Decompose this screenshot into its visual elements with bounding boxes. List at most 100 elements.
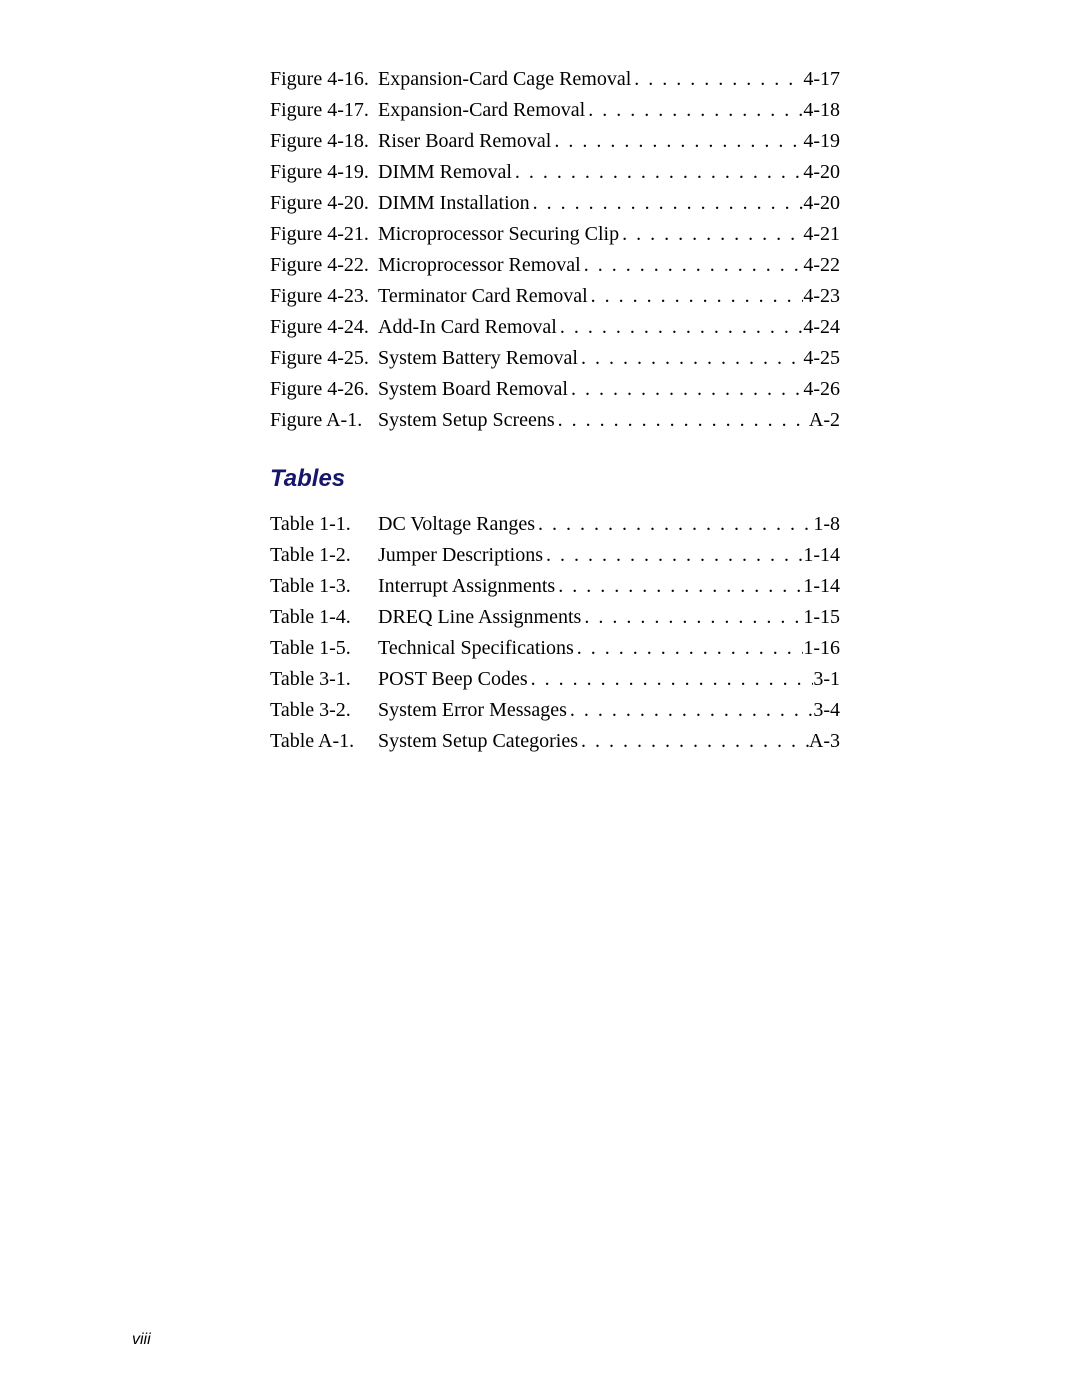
- toc-entry-title: System Battery Removal: [378, 343, 578, 373]
- toc-entry-label: Table 1-4.: [270, 602, 378, 632]
- toc-entry-page: 4-20: [803, 188, 840, 218]
- toc-entry-title: POST Beep Codes: [378, 664, 528, 694]
- toc-entry-label: Figure 4-19.: [270, 157, 378, 187]
- toc-entry-label: Table 3-1.: [270, 664, 378, 694]
- toc-entry: Table A-1.System Setup Categories A-3: [270, 726, 840, 756]
- toc-entry: Figure 4-17.Expansion-Card Removal 4-18: [270, 95, 840, 125]
- toc-dot-leader: [585, 95, 803, 125]
- toc-entry: Table 3-1.POST Beep Codes 3-1: [270, 664, 840, 694]
- toc-entry-label: Figure 4-24.: [270, 312, 378, 342]
- toc-dot-leader: [581, 602, 803, 632]
- toc-entry-title: Microprocessor Removal: [378, 250, 581, 280]
- toc-entry: Figure 4-26.System Board Removal 4-26: [270, 374, 840, 404]
- toc-entry-page: 1-15: [803, 602, 840, 632]
- toc-entry-title: Riser Board Removal: [378, 126, 551, 156]
- toc-dot-leader: [631, 64, 803, 94]
- toc-entry: Table 1-5.Technical Specifications 1-16: [270, 633, 840, 663]
- toc-entry: Figure 4-18.Riser Board Removal 4-19: [270, 126, 840, 156]
- toc-entry-label: Figure 4-22.: [270, 250, 378, 280]
- toc-entry-page: 3-1: [813, 664, 840, 694]
- toc-entry-page: 4-17: [803, 64, 840, 94]
- toc-entry-page: 1-14: [803, 540, 840, 570]
- toc-entry-page: 4-19: [803, 126, 840, 156]
- toc-entry: Table 1-3.Interrupt Assignments 1-14: [270, 571, 840, 601]
- toc-dot-leader: [555, 405, 809, 435]
- toc-entry-label: Figure 4-23.: [270, 281, 378, 311]
- toc-dot-leader: [568, 374, 803, 404]
- toc-dot-leader: [528, 664, 814, 694]
- toc-entry-title: Expansion-Card Cage Removal: [378, 64, 631, 94]
- toc-entry-page: 3-4: [813, 695, 840, 725]
- toc-dot-leader: [555, 571, 803, 601]
- toc-entry: Figure 4-20.DIMM Installation 4-20: [270, 188, 840, 218]
- toc-entry: Figure 4-16.Expansion-Card Cage Removal 4…: [270, 64, 840, 94]
- toc-entry: Figure 4-24.Add-In Card Removal 4-24: [270, 312, 840, 342]
- toc-entry-label: Figure A-1.: [270, 405, 378, 435]
- toc-dot-leader: [581, 250, 804, 280]
- toc-entry-page: 4-26: [803, 374, 840, 404]
- toc-dot-leader: [530, 188, 804, 218]
- toc-dot-leader: [535, 509, 813, 539]
- toc-entry-title: Interrupt Assignments: [378, 571, 555, 601]
- toc-dot-leader: [567, 695, 813, 725]
- toc-dot-leader: [574, 633, 804, 663]
- toc-entry-page: 1-16: [803, 633, 840, 663]
- toc-entry-label: Table 1-5.: [270, 633, 378, 663]
- toc-entry-page: 4-21: [803, 219, 840, 249]
- toc-entry-title: DIMM Installation: [378, 188, 530, 218]
- toc-entry-page: 4-23: [803, 281, 840, 311]
- toc-entry-label: Table A-1.: [270, 726, 378, 756]
- toc-entry: Figure 4-22.Microprocessor Removal 4-22: [270, 250, 840, 280]
- toc-entry-page: 4-20: [803, 157, 840, 187]
- toc-entry-title: Add-In Card Removal: [378, 312, 557, 342]
- toc-entry-title: Technical Specifications: [378, 633, 574, 663]
- toc-entry: Figure 4-21.Microprocessor Securing Clip…: [270, 219, 840, 249]
- toc-section-list: Figure 4-16.Expansion-Card Cage Removal 4…: [270, 64, 840, 756]
- toc-entry-label: Figure 4-20.: [270, 188, 378, 218]
- toc-entry-label: Figure 4-25.: [270, 343, 378, 373]
- toc-entry-label: Figure 4-26.: [270, 374, 378, 404]
- toc-dot-leader: [578, 726, 809, 756]
- toc-entry: Table 1-2.Jumper Descriptions1-14: [270, 540, 840, 570]
- toc-entry-page: 4-18: [803, 95, 840, 125]
- toc-entry-title: DREQ Line Assignments: [378, 602, 581, 632]
- toc-entry: Figure 4-23.Terminator Card Removal4-23: [270, 281, 840, 311]
- toc-entry-page: 1-8: [813, 509, 840, 539]
- toc-entry-title: System Setup Screens: [378, 405, 555, 435]
- toc-entry-title: DIMM Removal: [378, 157, 512, 187]
- toc-entry-page: 4-22: [803, 250, 840, 280]
- section-heading: Tables: [270, 465, 840, 493]
- toc-entry-title: System Board Removal: [378, 374, 568, 404]
- toc-entry: Table 1-1.DC Voltage Ranges 1-8: [270, 509, 840, 539]
- toc-entry-page: A-3: [809, 726, 840, 756]
- toc-entry-title: System Setup Categories: [378, 726, 578, 756]
- toc-dot-leader: [588, 281, 804, 311]
- toc-entry: Figure 4-25.System Battery Removal 4-25: [270, 343, 840, 373]
- document-page: Figure 4-16.Expansion-Card Cage Removal 4…: [0, 0, 1080, 756]
- toc-entry-label: Figure 4-18.: [270, 126, 378, 156]
- toc-entry: Figure A-1.System Setup Screens A-2: [270, 405, 840, 435]
- toc-entry-title: Microprocessor Securing Clip: [378, 219, 619, 249]
- toc-dot-leader: [619, 219, 803, 249]
- toc-entry: Table 1-4.DREQ Line Assignments 1-15: [270, 602, 840, 632]
- toc-entry-label: Table 1-1.: [270, 509, 378, 539]
- toc-entry: Table 3-2.System Error Messages 3-4: [270, 695, 840, 725]
- toc-entry-label: Figure 4-16.: [270, 64, 378, 94]
- toc-entry-label: Table 1-3.: [270, 571, 378, 601]
- toc-dot-leader: [557, 312, 803, 342]
- toc-entry-page: 1-14: [803, 571, 840, 601]
- toc-entry-page: 4-24: [803, 312, 840, 342]
- toc-entry-label: Table 3-2.: [270, 695, 378, 725]
- toc-entry-label: Figure 4-17.: [270, 95, 378, 125]
- toc-entry-label: Figure 4-21.: [270, 219, 378, 249]
- toc-dot-leader: [551, 126, 803, 156]
- toc-entry-page: 4-25: [803, 343, 840, 373]
- toc-dot-leader: [543, 540, 803, 570]
- toc-entry-title: DC Voltage Ranges: [378, 509, 535, 539]
- toc-entry: Figure 4-19.DIMM Removal 4-20: [270, 157, 840, 187]
- toc-dot-leader: [512, 157, 803, 187]
- toc-entry-title: Jumper Descriptions: [378, 540, 543, 570]
- toc-entry-title: System Error Messages: [378, 695, 567, 725]
- toc-entry-title: Expansion-Card Removal: [378, 95, 585, 125]
- toc-entry-page: A-2: [809, 405, 840, 435]
